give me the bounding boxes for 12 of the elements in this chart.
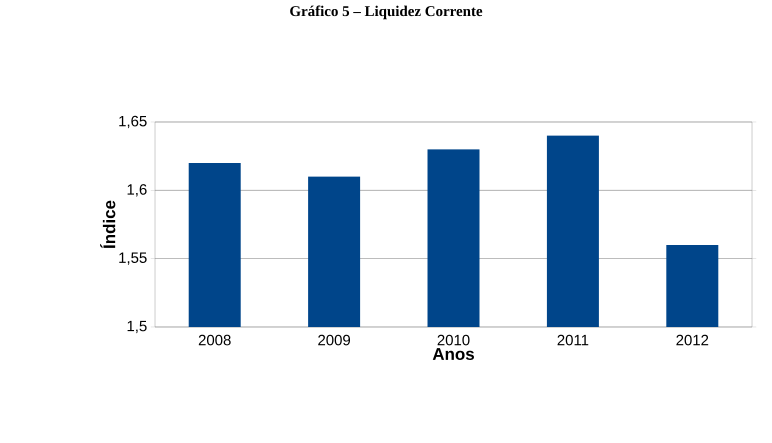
x-tick-label: 2012 — [676, 334, 708, 346]
y-tick-label: 1,6 — [128, 184, 147, 196]
x-axis-title: Anos — [432, 348, 474, 360]
x-tick-label: 2011 — [558, 334, 588, 346]
y-axis-title: Índice — [100, 200, 116, 248]
y-tick-label: 1,65 — [119, 116, 147, 128]
y-tick-label: 1,55 — [119, 252, 147, 265]
x-tick-label: 2008 — [198, 334, 231, 346]
x-tick-label: 2009 — [318, 334, 350, 346]
x-tick-label: 2010 — [438, 334, 470, 346]
chart-title: Gráfico 5 – Liquidez Corrente — [290, 6, 482, 20]
y-tick-label: 1,5 — [128, 320, 147, 334]
